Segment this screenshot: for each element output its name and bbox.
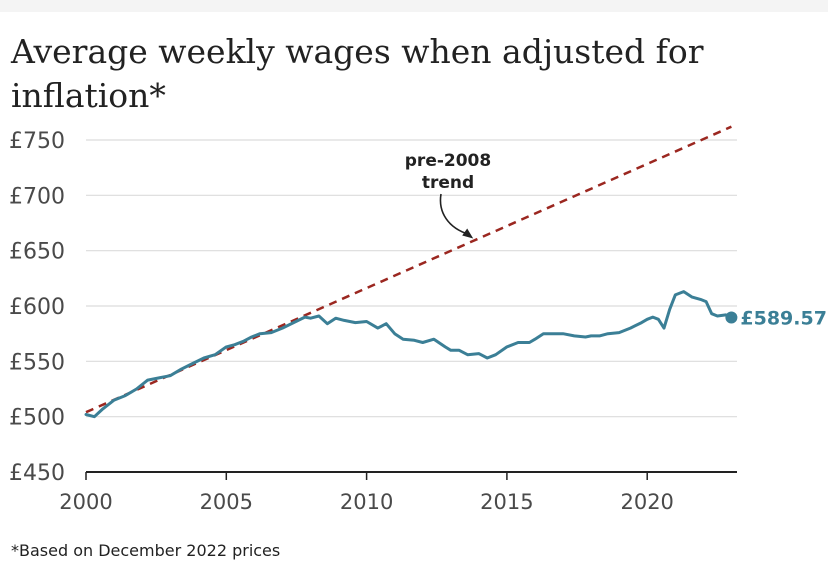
- footnote: *Based on December 2022 prices: [11, 541, 281, 560]
- trend-annotation: pre-2008 trend: [405, 151, 491, 239]
- annotation-text-line-1: pre-2008: [405, 151, 491, 171]
- chart-title: Average weekly wages when adjusted for i…: [11, 32, 704, 115]
- x-tick-label: 2005: [200, 490, 253, 514]
- y-tick-label: £550: [9, 350, 65, 375]
- gridlines: [86, 139, 737, 418]
- end-point-marker: [725, 311, 738, 324]
- x-tick-label: 2010: [340, 490, 393, 514]
- annotation-arrow: [439, 193, 470, 236]
- x-tick-label: 2020: [620, 490, 673, 514]
- y-tick-label: £500: [9, 406, 65, 431]
- annotation-text-line-2: trend: [422, 173, 474, 193]
- top-band: [0, 0, 828, 12]
- y-tick-label: £450: [9, 461, 65, 486]
- x-tick-label: 2015: [480, 490, 533, 514]
- x-tick-label: 2000: [59, 490, 112, 514]
- x-axis-ticks: 2000 2005 2010 2015 2020: [59, 472, 674, 514]
- y-tick-label: £700: [9, 184, 65, 209]
- y-axis-ticks: £450 £500 £550 £600 £650 £700 £750: [9, 129, 65, 486]
- y-tick-label: £750: [9, 129, 65, 154]
- wage-line: [84, 290, 733, 419]
- annotation-arrowhead: [462, 228, 474, 239]
- y-tick-label: £650: [9, 240, 65, 265]
- y-tick-label: £600: [9, 295, 65, 320]
- end-value-label: £589.57: [740, 308, 827, 330]
